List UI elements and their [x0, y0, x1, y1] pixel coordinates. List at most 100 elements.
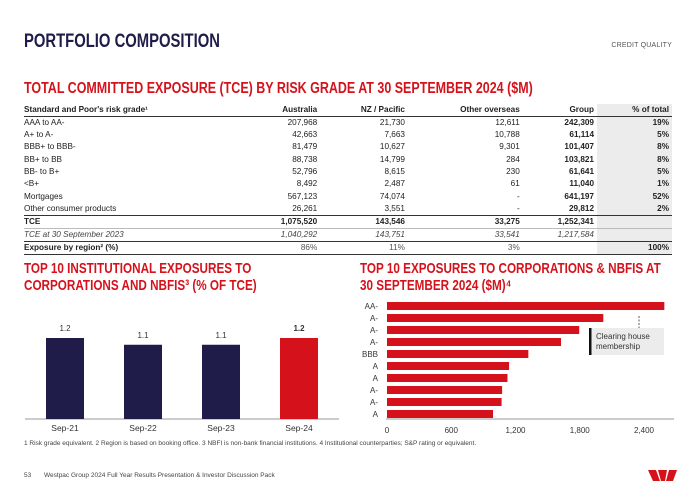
- table-cell: 52%: [597, 190, 672, 203]
- table-row: TCE 1,075,520 143,546 33,275 1,252,341: [24, 214, 672, 229]
- table-cell: 100%: [597, 240, 672, 255]
- table-cell: 284: [506, 154, 520, 164]
- table-cell: 1%: [597, 178, 672, 191]
- page-number: 53: [24, 472, 32, 479]
- x-tick-label: 1,200: [505, 426, 526, 435]
- table-cell: 9,301: [499, 142, 520, 152]
- bar: [387, 398, 502, 406]
- table-cell: 61,641: [568, 167, 594, 177]
- table-cell: 3,551: [384, 203, 405, 213]
- x-tick-label: Sep-22: [129, 423, 157, 433]
- table-row: Mortgages 567,123 74,074 - 641,197 52%: [24, 190, 672, 203]
- bar: [387, 362, 510, 370]
- table-cell: 1,040,292: [246, 227, 321, 242]
- table-cell: 88,738: [292, 154, 318, 164]
- bar: [202, 344, 240, 419]
- table-cell: 5%: [597, 129, 672, 142]
- table-cell: BB- to B+: [24, 167, 60, 177]
- table-row: BBB+ to BBB- 81,479 10,627 9,301 101,407 8%: [24, 141, 672, 154]
- annotation-text: Clearing house membership: [596, 332, 650, 351]
- table-cell: 29,812: [568, 203, 594, 213]
- table-cell: -: [517, 203, 520, 213]
- table-cell: 10,788: [494, 130, 520, 140]
- table-cell: 641,197: [564, 191, 594, 201]
- column-header: Australia: [246, 104, 321, 117]
- column-header: NZ / Pacific: [320, 104, 408, 117]
- column-header: Standard and Poor's risk grade¹: [24, 104, 246, 117]
- y-tick-label: A-: [370, 398, 378, 407]
- table-cell: 230: [506, 167, 520, 177]
- x-tick-label: Sep-24: [285, 423, 313, 433]
- bar: [387, 314, 604, 322]
- table-cell: 52,796: [292, 167, 318, 177]
- table-cell: 101,407: [564, 142, 594, 152]
- bar: [387, 350, 529, 358]
- table-row: <B+ 8,492 2,487 61 11,040 1%: [24, 178, 672, 191]
- right-chart-title: TOP 10 EXPOSURES TO CORPORATIONS & NBFIS…: [360, 260, 661, 294]
- table-cell: 1,252,341: [522, 214, 597, 229]
- data-label: 1.1: [215, 331, 227, 340]
- table-cell: 143,751: [320, 227, 408, 242]
- table-cell: Mortgages: [24, 191, 63, 201]
- table-cell: 86%: [246, 240, 321, 255]
- table-cell: 33,541: [407, 227, 523, 242]
- table-cell: [597, 227, 672, 242]
- table-row: Exposure by region² (%) 86% 11% 3% 100%: [24, 240, 672, 255]
- table-cell: 2%: [597, 202, 672, 216]
- table-cell: Other consumer products: [24, 203, 117, 213]
- data-label: 1.2: [59, 324, 71, 333]
- y-tick-label: A-: [370, 314, 378, 323]
- table-cell: 1,075,520: [246, 214, 321, 229]
- table-row: TCE at 30 September 2023 1,040,292 143,751…: [24, 227, 672, 242]
- table-cell: 14,799: [379, 154, 405, 164]
- x-tick-label: Sep-21: [51, 423, 79, 433]
- table-cell: TCE: [24, 214, 246, 229]
- table-cell: 1,217,584: [522, 227, 597, 242]
- left-chart-title: TOP 10 INSTITUTIONAL EXPOSURES TO CORPOR…: [24, 260, 257, 294]
- bar: [280, 338, 318, 419]
- bar: [387, 410, 494, 418]
- table-cell: [522, 240, 597, 255]
- section-label: CREDIT QUALITY: [611, 42, 672, 49]
- table-cell: 5%: [597, 165, 672, 179]
- annotation-marker: [589, 328, 592, 355]
- table-row: BB+ to BB 88,738 14,799 284 103,821 8%: [24, 153, 672, 166]
- y-tick-label: A: [373, 410, 379, 419]
- table-cell: AAA to AA-: [24, 118, 65, 127]
- table-row: Other consumer products 26,261 3,551 - 29,81…: [24, 202, 672, 216]
- table-cell: Exposure by region² (%): [24, 240, 246, 255]
- bar: [387, 386, 503, 394]
- bar: [387, 374, 508, 382]
- table-row: A+ to A- 42,663 7,663 10,788 61,114 5%: [24, 129, 672, 142]
- table-cell: 42,663: [292, 130, 318, 140]
- table-cell: 33,275: [407, 214, 523, 229]
- y-tick-label: BBB: [362, 350, 378, 359]
- table-cell: 2,487: [384, 179, 405, 189]
- table-cell: A+ to A-: [24, 130, 54, 140]
- table-cell: TCE at 30 September 2023: [24, 227, 246, 242]
- data-label: 1.1: [137, 331, 149, 340]
- column-header: % of total: [597, 104, 672, 117]
- table-cell: BBB+ to BBB-: [24, 142, 76, 152]
- table-cell: 567,123: [287, 191, 318, 201]
- column-header: Group: [522, 104, 597, 117]
- table-cell: 207,968: [287, 118, 318, 127]
- data-label: 1.2: [293, 324, 305, 333]
- y-tick-label: A: [373, 374, 379, 383]
- x-tick-label: 600: [445, 426, 459, 435]
- document-title: Westpac Group 2024 Full Year Results Pre…: [44, 472, 275, 479]
- table-cell: 242,309: [564, 118, 594, 127]
- table-header-row: Standard and Poor's risk grade¹ Australia…: [24, 104, 672, 117]
- table-cell: 3%: [407, 240, 523, 255]
- y-tick-label: A-: [370, 386, 378, 395]
- table-cell: 8,615: [384, 167, 405, 177]
- y-tick-label: A-: [370, 326, 378, 335]
- table-cell: 81,479: [292, 142, 318, 152]
- bar: [124, 344, 162, 419]
- table-cell: 143,546: [320, 214, 408, 229]
- table-cell: 12,611: [495, 118, 520, 127]
- tce-table-title: TOTAL COMMITTED EXPOSURE (TCE) BY RISK G…: [24, 80, 533, 97]
- bar: [387, 302, 665, 310]
- y-tick-label: A-: [370, 338, 378, 347]
